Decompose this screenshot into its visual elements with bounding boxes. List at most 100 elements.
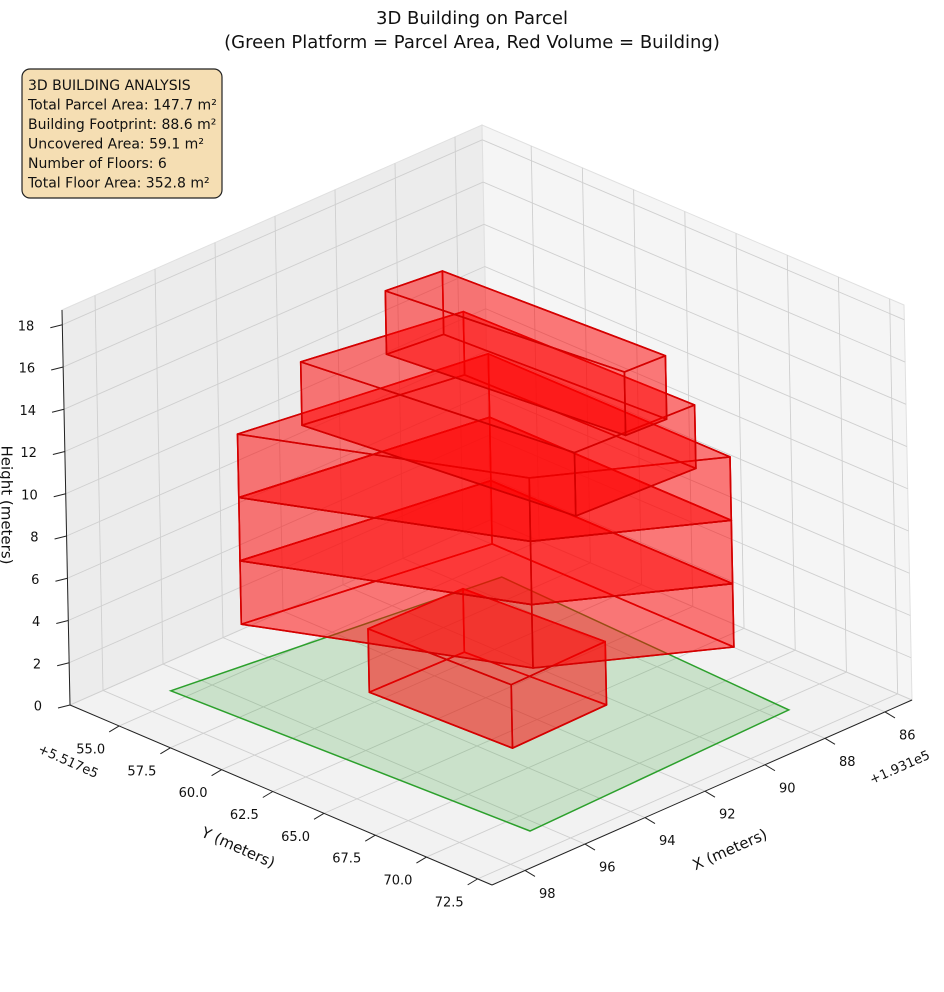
y-tick-label: 70.0 — [383, 874, 412, 889]
y-axis-label: Y (meters) — [198, 823, 278, 872]
y-tick-label: 60.0 — [179, 786, 208, 801]
x-offset-label: +1.931e5 — [868, 748, 933, 788]
building-top — [299, 310, 696, 454]
z-tick-label: 16 — [19, 362, 36, 377]
building-top — [367, 587, 607, 686]
y-tick-label: 62.5 — [230, 808, 259, 823]
z-tick — [55, 577, 68, 582]
y-tick — [211, 769, 222, 777]
x-tick-label: 88 — [839, 755, 856, 770]
grid-line — [222, 637, 646, 819]
info-line: Total Floor Area: 352.8 m² — [27, 176, 210, 192]
info-line: Building Footprint: 88.6 m² — [28, 117, 216, 133]
x-tick-label: 86 — [899, 728, 916, 743]
z-tick-label: 10 — [21, 488, 38, 503]
z-tick — [51, 366, 64, 371]
z-tick-label: 2 — [33, 657, 41, 672]
y-tick — [364, 834, 376, 842]
grid-line — [426, 671, 847, 858]
grid-line — [274, 216, 284, 612]
y-tick — [108, 725, 120, 733]
y-tick — [262, 791, 274, 798]
info-line: Uncovered Area: 59.1 m² — [28, 137, 204, 153]
x-axis — [491, 699, 913, 886]
z-axis — [61, 309, 71, 706]
x-tick-label: 98 — [539, 887, 556, 902]
z-tick — [56, 620, 69, 624]
grid-line — [484, 266, 908, 447]
grid-line — [323, 627, 745, 814]
x-tick — [704, 790, 716, 798]
grid-line — [837, 277, 847, 673]
x-tick — [644, 817, 656, 825]
grid-line — [489, 519, 913, 701]
x-axis-label: X (meters) — [690, 825, 770, 874]
z-tick-label: 14 — [19, 404, 36, 419]
grid-line — [735, 233, 745, 629]
grid-line — [170, 562, 591, 749]
x-tick-label: 92 — [719, 808, 736, 823]
x-tick — [824, 737, 836, 745]
y-tick — [313, 812, 325, 820]
x-tick-label: 90 — [779, 781, 796, 796]
grid-line — [162, 663, 586, 845]
grid-line — [334, 189, 344, 585]
grid-line — [477, 693, 898, 880]
grid-line — [65, 308, 486, 495]
x-tick — [584, 843, 596, 851]
z-tick-label: 18 — [18, 319, 35, 334]
y-tick — [160, 747, 171, 755]
grid-line — [342, 584, 766, 766]
grid-line — [272, 606, 693, 792]
y-axis — [69, 704, 493, 886]
z-tick — [57, 662, 70, 667]
grid-line — [486, 350, 909, 532]
grid-line — [214, 242, 224, 638]
building-top — [384, 270, 667, 373]
grid-line — [530, 145, 540, 541]
grid-line — [62, 181, 484, 368]
grid-line — [94, 295, 104, 691]
grid-line — [488, 435, 911, 616]
info-line: Number of Floors: 6 — [28, 156, 167, 172]
grid-line — [581, 167, 591, 563]
grid-line — [786, 255, 796, 651]
z-tick-label: 6 — [31, 573, 39, 588]
z-tick — [50, 324, 63, 329]
x-tick — [884, 711, 896, 719]
grid-line — [482, 181, 906, 363]
grid-line — [102, 690, 526, 871]
grid-line — [66, 350, 487, 537]
y-tick-label: 67.5 — [332, 852, 361, 867]
x-tick-label: 96 — [599, 861, 616, 876]
parcel — [168, 576, 791, 832]
z-tick — [52, 451, 65, 456]
y-tick-label: 55.0 — [76, 742, 105, 757]
chart-title: 3D Building on Parcel — [376, 8, 568, 29]
z-tick-label: 4 — [32, 615, 40, 630]
x-tick — [764, 764, 776, 772]
z-tick — [51, 408, 65, 413]
x-tick-label: 94 — [659, 834, 676, 849]
grid-line — [221, 584, 642, 771]
info-box — [21, 68, 223, 199]
z-tick — [54, 535, 67, 540]
building-top — [236, 352, 731, 479]
z-tick-label: 8 — [30, 531, 38, 546]
grid-line — [483, 223, 907, 405]
y-tick — [416, 856, 427, 864]
grid-line — [402, 557, 826, 739]
grid-line — [454, 136, 464, 532]
grid-line — [154, 269, 164, 665]
z-tick — [57, 704, 71, 709]
grid-line — [488, 477, 912, 659]
grid-line — [68, 435, 489, 621]
grid-line — [63, 223, 485, 410]
grid-line — [64, 266, 486, 452]
z-tick — [53, 493, 66, 498]
z-tick-label: 12 — [20, 446, 37, 461]
grid-line — [68, 477, 490, 664]
grid-line — [118, 540, 540, 727]
y-tick-label: 65.0 — [281, 830, 310, 845]
